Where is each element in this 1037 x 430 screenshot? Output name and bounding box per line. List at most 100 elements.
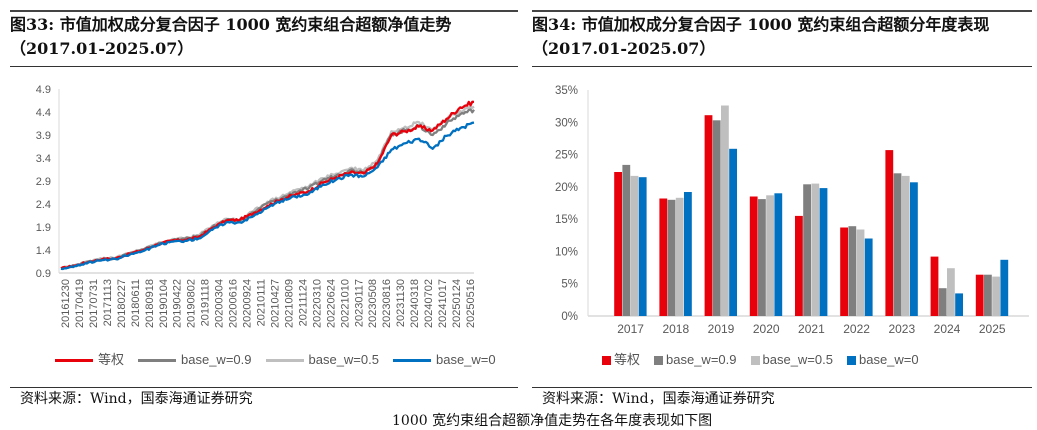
bar (984, 274, 992, 316)
legend-square-swatch (654, 355, 664, 365)
x-tick-label: 20230816 (381, 279, 393, 328)
x-tick-label: 20230508 (367, 279, 379, 328)
bar (856, 229, 865, 316)
bar (848, 226, 857, 316)
x-tick-label: 20220624 (325, 279, 337, 328)
legend-item: 等权 (602, 352, 640, 368)
left-figure-panel: 图33: 市值加权成分复合因子 1000 宽约束组合超额净值走势（2017.01… (10, 0, 518, 426)
x-tick-label: 20231130 (395, 279, 407, 327)
bar (614, 172, 622, 316)
legend-square-swatch (750, 355, 760, 365)
x-tick-label: 2022 (843, 322, 870, 336)
x-tick-label: 2018 (662, 322, 689, 336)
x-tick-label: 20200304 (214, 279, 226, 328)
y-tick-label: 25% (555, 150, 578, 162)
y-tick-label: 3.4 (36, 153, 51, 165)
y-tick-label: 0% (561, 311, 578, 323)
x-tick-label: 20180918 (144, 279, 156, 328)
bar (1000, 259, 1009, 316)
bar (901, 175, 910, 316)
legend-line-swatch (138, 358, 177, 362)
legend-item: base_w=0.5 (750, 352, 833, 368)
x-tick-label: 2017 (617, 322, 644, 336)
series-line-base-w-0 (60, 121, 475, 271)
y-tick-label: 2.4 (36, 199, 51, 211)
x-tick-label: 2019 (708, 322, 735, 336)
legend-label: base_w=0 (858, 352, 919, 367)
x-tick-label: 20180227 (116, 279, 128, 328)
bar (955, 293, 963, 316)
x-tick-label: 20210111 (256, 279, 268, 326)
y-tick-label: 35% (555, 85, 578, 97)
y-tick-label: 4.9 (36, 84, 51, 96)
y-tick-label: 1.4 (36, 245, 51, 257)
x-tick-label: 20171113 (102, 279, 114, 326)
top-rule (10, 10, 518, 12)
legend-line-swatch (55, 358, 93, 362)
bar (774, 193, 783, 316)
figure-33-title: 图33: 市值加权成分复合因子 1000 宽约束组合超额净值走势（2017.01… (10, 15, 452, 58)
series-line-base-w-0-9 (60, 108, 475, 271)
bar (675, 197, 684, 316)
legend-label: base_w=0.9 (666, 352, 737, 367)
legend-square-swatch (602, 355, 611, 365)
legend-item: 等权 (55, 352, 124, 368)
x-tick-label: 2025 (979, 322, 1006, 336)
y-tick-label: 15% (555, 214, 578, 226)
legend-square-swatch (846, 355, 856, 365)
x-tick-label: 20250516 (465, 279, 477, 328)
x-tick-label: 20240702 (423, 279, 435, 328)
x-tick-label: 20240318 (409, 279, 421, 328)
bar (667, 199, 676, 316)
bar (638, 177, 647, 316)
figure-34-title: 图34: 市值加权成分复合因子 1000 宽约束组合超额分年度表现（2017.0… (532, 15, 990, 58)
x-tick-label: 20190802 (186, 279, 198, 328)
top-rule (532, 10, 1032, 12)
bar (893, 173, 902, 316)
bar (947, 268, 955, 316)
bar (864, 238, 873, 316)
bar-chart: 0% 5% 10% 15% 20% 25% 30% 35% 2017 2018 2019 2020 20… (555, 85, 1029, 336)
source-rule (10, 387, 518, 388)
x-tick-label: 2023 (888, 322, 915, 336)
bar (840, 227, 848, 316)
legend-label: 等权 (614, 352, 641, 367)
right-source-note: 资料来源：Wind，国泰海通证券研究 (542, 391, 775, 407)
bar (712, 120, 721, 316)
x-tick-label: 20170731 (88, 279, 100, 328)
line-chart-legend: 等权 base_w=0.9 base_w=0.5 base_w=0 (55, 352, 510, 368)
title-rule (10, 66, 518, 67)
y-tick-label: 20% (555, 182, 578, 194)
bar (630, 175, 639, 316)
x-tick-label: 20230117 (353, 279, 365, 327)
legend-label: base_w=0.5 (762, 352, 833, 367)
left-source-note: 资料来源：Wind，国泰海通证券研究 (20, 391, 253, 407)
bar (930, 256, 939, 316)
x-tick-label: 20200616 (228, 279, 240, 328)
bar (704, 115, 713, 316)
y-tick-label: 5% (561, 279, 578, 291)
bar (910, 182, 918, 316)
y-tick-label: 3.9 (36, 130, 51, 142)
right-figure-panel: 图34: 市值加权成分复合因子 1000 宽约束组合超额分年度表现（2017.0… (532, 0, 1032, 426)
legend-label: base_w=0.9 (181, 352, 252, 367)
bar-chart-legend: 等权 base_w=0.9 base_w=0.5 base_w=0 (602, 352, 933, 368)
y-tick-label: 1.9 (36, 222, 51, 234)
bar (766, 195, 774, 316)
legend-label: base_w=0.5 (308, 352, 379, 367)
y-tick-label: 2.9 (36, 176, 51, 188)
legend-item: base_w=0 (392, 352, 496, 368)
bar (749, 196, 758, 316)
legend-item: base_w=0.9 (654, 352, 737, 368)
x-tick-label: 20170419 (74, 279, 86, 328)
legend-label: 等权 (98, 352, 125, 367)
legend-item: base_w=0 (846, 352, 919, 368)
bar (684, 192, 692, 316)
legend-line-swatch (265, 358, 304, 362)
x-tick-label: 2024 (934, 322, 961, 336)
bar (938, 288, 947, 316)
bar (659, 198, 668, 316)
legend-item: base_w=0.5 (265, 352, 379, 368)
y-tick-label: 4.4 (36, 107, 51, 119)
